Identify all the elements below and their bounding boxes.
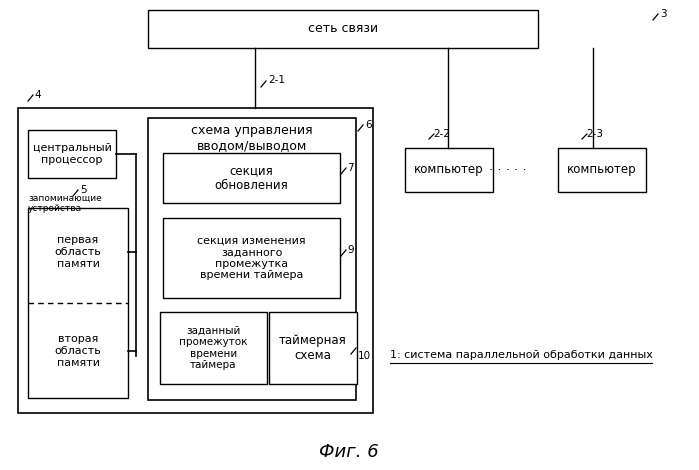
Text: вторая
область
памяти: вторая область памяти: [55, 334, 101, 368]
Bar: [148, 10, 538, 48]
Text: таймерная
схема: таймерная схема: [279, 334, 347, 362]
Text: 5: 5: [80, 185, 87, 195]
Text: 2-1: 2-1: [268, 75, 285, 85]
Bar: [18, 108, 373, 413]
Text: сеть связи: сеть связи: [308, 23, 378, 36]
Text: 9: 9: [347, 245, 354, 255]
Text: схема управления
вводом/выводом: схема управления вводом/выводом: [192, 124, 313, 152]
Text: Фиг. 6: Фиг. 6: [319, 443, 379, 461]
Text: заданный
промежуток
времени
таймера: заданный промежуток времени таймера: [179, 326, 247, 370]
Text: 4: 4: [34, 90, 41, 100]
Text: 2-3: 2-3: [586, 129, 603, 139]
Text: компьютер: компьютер: [415, 164, 484, 177]
Text: запоминающие
устройства: запоминающие устройства: [28, 194, 102, 213]
Bar: [28, 130, 116, 178]
Text: 7: 7: [347, 163, 354, 173]
Bar: [405, 148, 493, 192]
Text: · · · · ·: · · · · ·: [489, 164, 527, 177]
Bar: [160, 312, 267, 384]
Bar: [163, 218, 340, 298]
Text: секция изменения
заданного
промежутка
времени таймера: секция изменения заданного промежутка вр…: [197, 235, 306, 281]
Text: 1: система параллельной обработки данных: 1: система параллельной обработки данных: [390, 350, 653, 360]
Text: 2-2: 2-2: [433, 129, 450, 139]
Text: 6: 6: [365, 120, 372, 130]
Text: первая
область
памяти: первая область памяти: [55, 235, 101, 268]
Bar: [148, 118, 356, 400]
Bar: [28, 208, 128, 398]
Text: 3: 3: [660, 9, 667, 19]
Bar: [558, 148, 646, 192]
Text: 10: 10: [358, 351, 371, 361]
Text: компьютер: компьютер: [567, 164, 637, 177]
Text: секция
обновления: секция обновления: [215, 164, 289, 192]
Bar: [269, 312, 357, 384]
Text: центральный
процессор: центральный процессор: [33, 143, 111, 165]
Bar: [163, 153, 340, 203]
